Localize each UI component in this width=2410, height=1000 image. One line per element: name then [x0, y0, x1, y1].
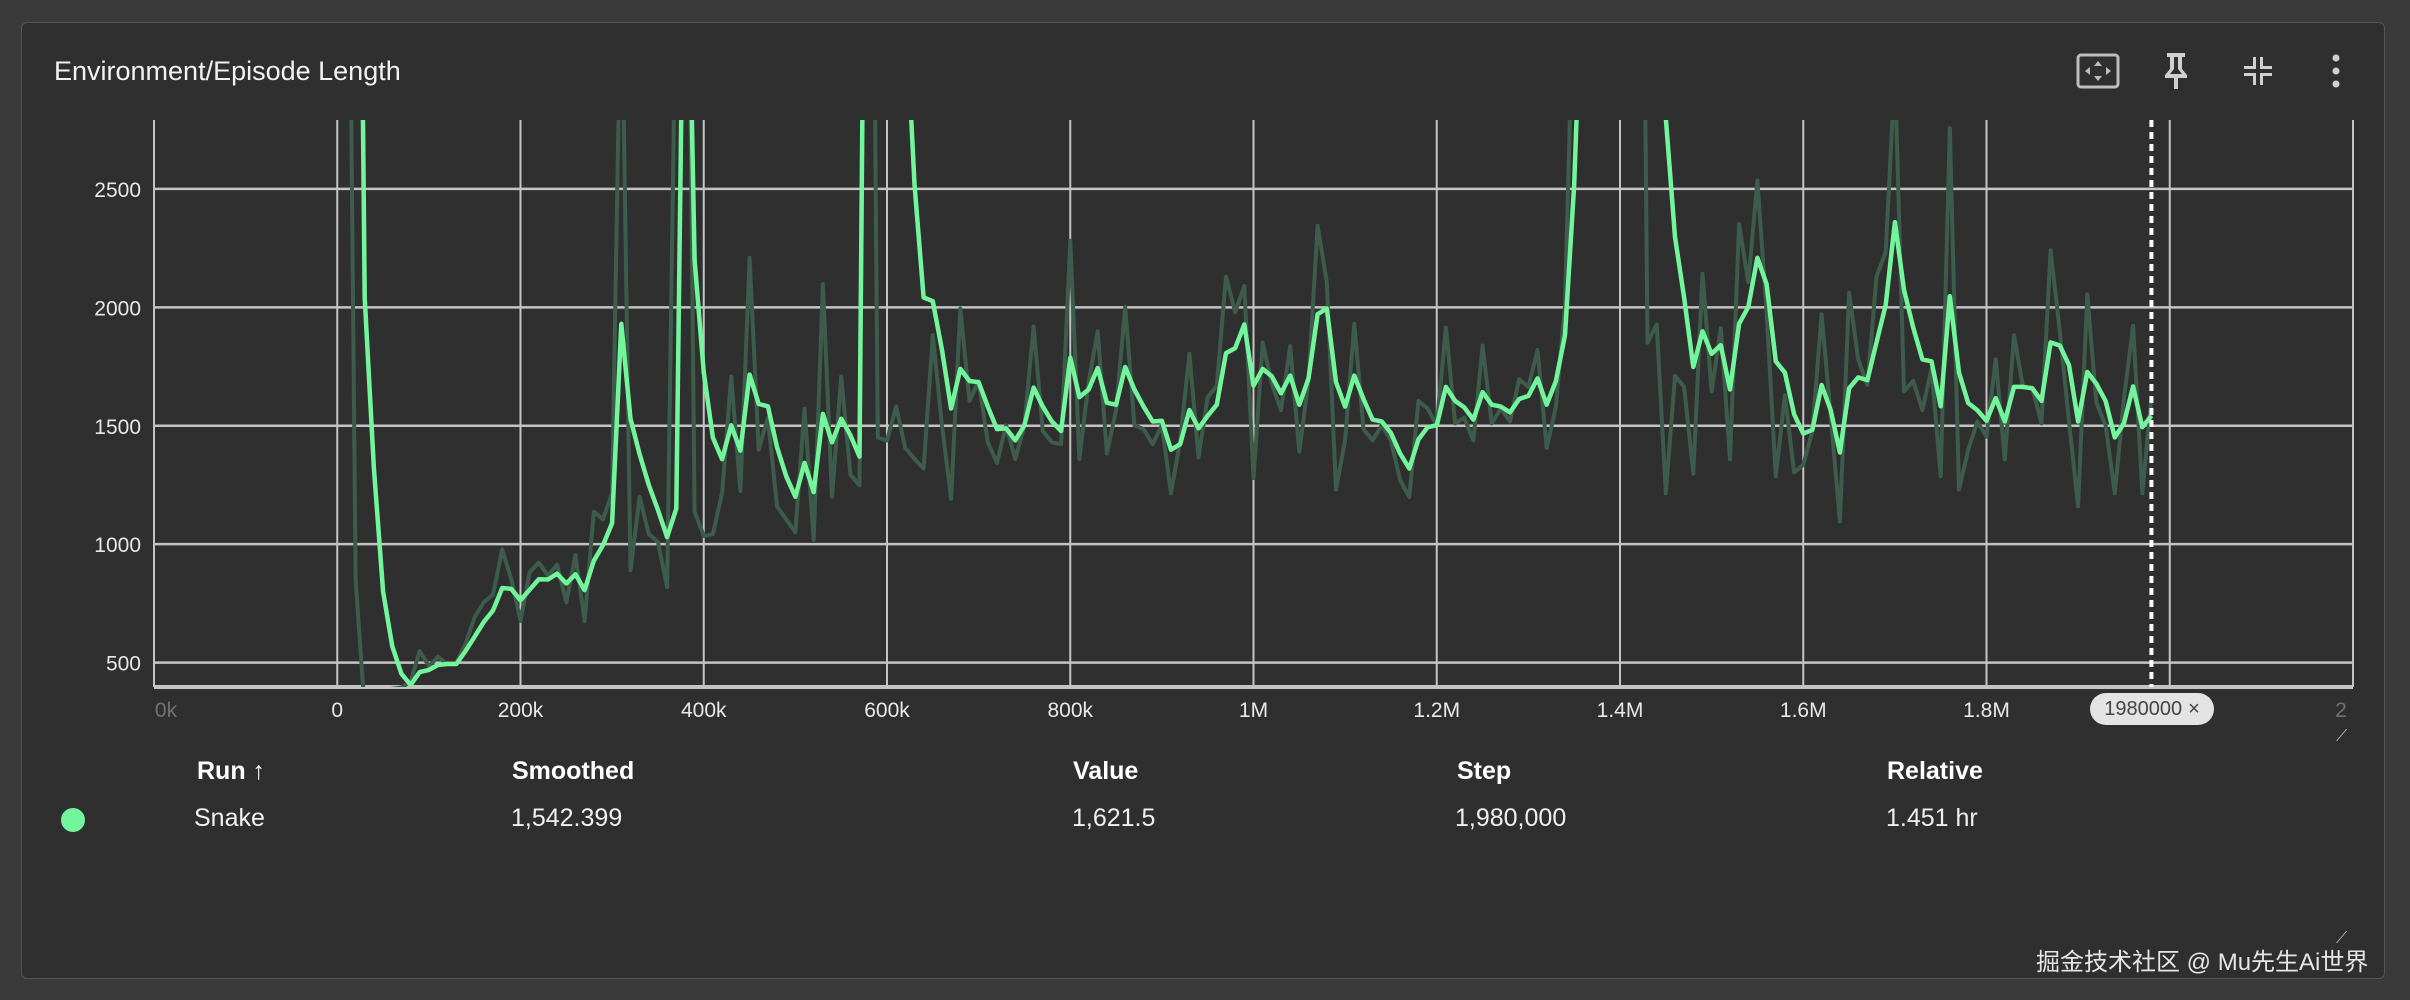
- x-tick-label: 1.2M: [1413, 699, 1460, 722]
- y-tick-label: 2500: [94, 179, 141, 202]
- plot-series: [349, 120, 2154, 687]
- fit-to-screen-icon: [2076, 53, 2120, 89]
- pin-icon: [2165, 53, 2187, 89]
- x-axis: 0k 0 200k 400k 600k 800k 1M 1.2M 1.4M 1.6M 1.8M 2: [155, 699, 2347, 722]
- x-tick-label: 600k: [864, 699, 910, 722]
- resize-handle-icon[interactable]: ⟋: [2336, 728, 2348, 745]
- x-tick-label: 800k: [1047, 699, 1093, 722]
- x-tick-label: 2: [2335, 699, 2347, 722]
- y-tick-label: 500: [106, 653, 141, 676]
- smoothed-value: 1,542.399: [511, 804, 623, 832]
- column-header-step[interactable]: Step: [1457, 757, 1512, 785]
- relative-time: 1.451 hr: [1886, 804, 1978, 832]
- fit-to-screen-button[interactable]: [2075, 48, 2121, 94]
- y-tick-label: 1000: [94, 534, 141, 557]
- x-tick-label: 200k: [498, 699, 544, 722]
- x-tick-label: 400k: [681, 699, 727, 722]
- close-icon[interactable]: ×: [2188, 697, 2200, 720]
- column-header-value[interactable]: Value: [1073, 757, 1139, 785]
- more-options-button[interactable]: [2313, 48, 2359, 94]
- pin-button[interactable]: [2153, 48, 2199, 94]
- step-value: 1,980,000: [1455, 804, 1567, 832]
- cursor-step-chip[interactable]: 1980000 ×: [2090, 693, 2214, 725]
- x-tick-label: 1M: [1239, 699, 1268, 722]
- y-axis: 500 1000 1500 2000 2500: [94, 179, 141, 676]
- raw-value: 1,621.5: [1072, 804, 1156, 832]
- y-tick-label: 1500: [94, 416, 141, 439]
- gridlines: [153, 120, 2354, 689]
- x-tick-label: 1.8M: [1963, 699, 2010, 722]
- resize-handle-icon[interactable]: ⟋: [2336, 930, 2348, 947]
- column-header-smoothed[interactable]: Smoothed: [512, 757, 635, 785]
- smoothed-series-line: [360, 120, 2154, 687]
- card-title: Environment/Episode Length: [54, 56, 401, 86]
- column-header-run[interactable]: Run ↑: [197, 757, 266, 785]
- column-header-relative[interactable]: Relative: [1887, 757, 1983, 785]
- y-tick-label: 2000: [94, 297, 141, 320]
- run-name: Snake: [194, 804, 265, 832]
- scalar-card: [21, 22, 2385, 979]
- more-vert-icon: [2332, 54, 2340, 88]
- x-tick-label: 1.6M: [1780, 699, 1827, 722]
- cursor-step-label: 1980000: [2104, 697, 2183, 720]
- x-tick-label: 1.4M: [1597, 699, 1644, 722]
- run-color-dot: [61, 808, 85, 832]
- x-tick-label: 0k: [155, 699, 178, 722]
- x-tick-label: 0: [331, 699, 343, 722]
- raw-series-line: [349, 120, 2154, 687]
- watermark: 掘金技术社区 @ Mu先生Ai世界: [2036, 949, 2369, 976]
